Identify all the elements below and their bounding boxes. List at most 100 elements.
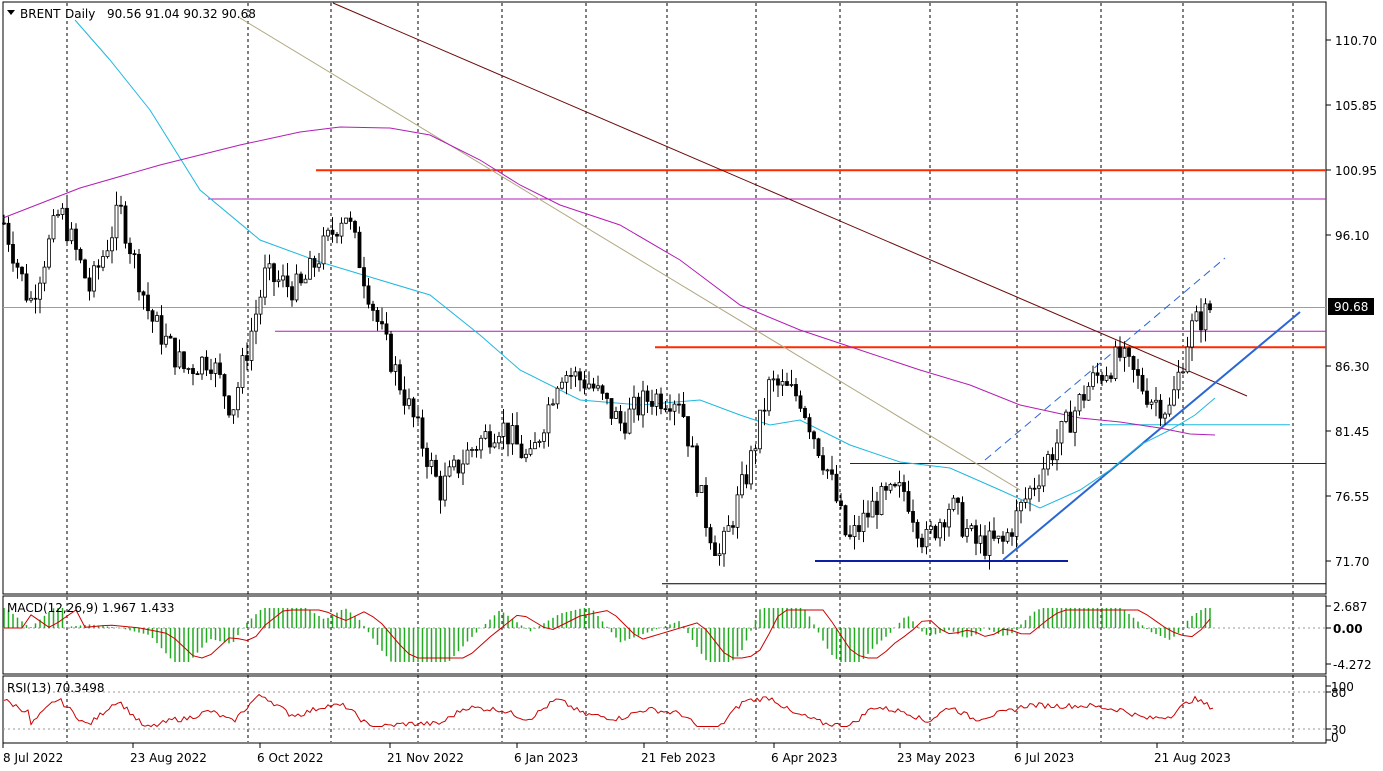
candle-body xyxy=(605,392,609,399)
candle-body xyxy=(132,253,137,256)
candle-body xyxy=(1068,411,1073,433)
candle-body xyxy=(254,313,258,332)
candles xyxy=(2,191,1212,570)
candle-body xyxy=(699,485,704,494)
candle-body xyxy=(879,486,884,515)
candle-body xyxy=(623,422,627,434)
candle-body xyxy=(569,375,573,377)
candle-body xyxy=(825,469,830,472)
candle-body xyxy=(591,383,596,389)
candle-body xyxy=(470,449,474,451)
candle-body xyxy=(371,303,375,311)
candle-body xyxy=(524,453,528,459)
rsi-label: RSI(13) 70.3498 xyxy=(7,681,105,695)
candle-body xyxy=(438,475,443,501)
candle-body xyxy=(537,440,542,443)
candle-body xyxy=(186,368,191,370)
candle-body xyxy=(339,222,344,237)
candle-body xyxy=(866,512,870,518)
candle-body xyxy=(1023,498,1028,503)
candle-body xyxy=(911,511,915,523)
candle-body xyxy=(888,483,893,491)
candle-body xyxy=(843,505,848,536)
macd-tick: 2.687 xyxy=(1333,600,1367,614)
candle-body xyxy=(870,500,875,518)
candle-body xyxy=(1019,501,1023,512)
candle-body xyxy=(272,263,276,283)
candle-body xyxy=(384,323,389,335)
candle-body xyxy=(33,297,38,300)
candle-body xyxy=(857,525,861,532)
candle-body xyxy=(344,217,348,224)
candle-body xyxy=(303,278,308,284)
candle-body xyxy=(353,221,357,233)
candle-body xyxy=(1208,303,1212,311)
candle-body xyxy=(618,411,623,424)
candle-body xyxy=(159,315,164,345)
candle-body xyxy=(78,248,83,261)
candle-body xyxy=(897,482,902,487)
candle-body xyxy=(308,258,312,280)
candle-body xyxy=(807,417,812,433)
candle-body xyxy=(821,455,825,471)
candle-body xyxy=(2,222,6,225)
candle-body xyxy=(1095,372,1100,376)
candle-body xyxy=(816,438,821,457)
candle-body xyxy=(744,474,749,485)
candle-body xyxy=(794,384,798,397)
candle-body xyxy=(38,282,42,300)
candle-body xyxy=(326,229,330,237)
candle-body xyxy=(263,267,267,298)
candle-body xyxy=(677,403,681,406)
candle-body xyxy=(474,449,479,451)
candle-body xyxy=(546,404,551,434)
candle-body xyxy=(1131,356,1136,370)
candle-body xyxy=(1194,311,1199,322)
current-price-tag xyxy=(1328,298,1374,315)
rsi-tick: 80 xyxy=(1331,686,1346,700)
candle-body xyxy=(1181,371,1185,374)
price-tick: 110.70 xyxy=(1335,34,1377,48)
candle-body xyxy=(713,542,717,557)
candle-body xyxy=(726,525,731,532)
candle-body xyxy=(848,534,852,538)
candle-body xyxy=(965,528,969,537)
candle-body xyxy=(1145,390,1149,405)
candle-body xyxy=(528,448,533,455)
macd-pane-frame xyxy=(2,595,1327,675)
candle-body xyxy=(51,215,56,240)
candle-body xyxy=(1059,421,1064,444)
candle-body xyxy=(978,535,983,544)
candle-body xyxy=(1028,487,1032,500)
candle-body xyxy=(771,378,776,381)
candle-body xyxy=(704,485,708,529)
timeframe-label: Daily xyxy=(65,7,95,21)
candle-body xyxy=(87,277,92,292)
candle-body xyxy=(281,275,285,281)
candle-body xyxy=(555,387,560,405)
candle-body xyxy=(317,263,321,268)
current-price-label: 90.68 xyxy=(1334,300,1368,314)
candle-body xyxy=(776,378,780,386)
candle-body xyxy=(15,262,20,268)
candle-body xyxy=(785,381,789,386)
price-tick: 71.70 xyxy=(1335,555,1369,569)
candle-body xyxy=(1140,374,1145,392)
dropdown-triangle-icon[interactable] xyxy=(7,10,15,15)
candle-body xyxy=(533,442,537,450)
candle-body xyxy=(1122,347,1127,358)
candle-body xyxy=(110,237,114,252)
candle-body xyxy=(969,525,974,529)
candle-body xyxy=(195,373,200,376)
candle-body xyxy=(20,266,24,275)
candle-body xyxy=(1041,468,1046,487)
candle-body xyxy=(375,309,380,322)
candle-body xyxy=(182,351,186,370)
candle-body xyxy=(753,448,758,452)
candle-body xyxy=(461,463,465,474)
candle-body xyxy=(681,403,686,417)
candle-body xyxy=(722,530,726,555)
candle-body xyxy=(924,529,929,548)
candle-body xyxy=(236,387,240,411)
